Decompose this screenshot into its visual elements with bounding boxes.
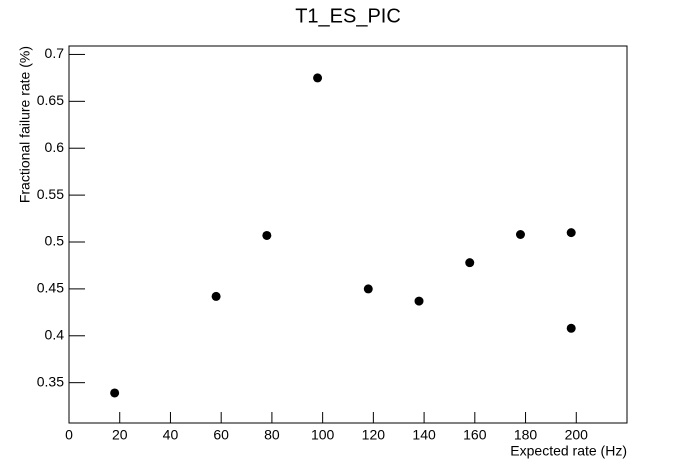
- x-tick-label: 0: [65, 427, 73, 443]
- y-tick-label: 0.55: [37, 186, 64, 202]
- point: [566, 323, 576, 333]
- point: [465, 258, 475, 268]
- x-tick-label: 200: [565, 427, 589, 443]
- y-tick-label: 0.45: [37, 280, 64, 296]
- point: [515, 230, 525, 239]
- x-tick-label: 160: [463, 427, 487, 443]
- x-tick-label: 140: [412, 427, 436, 443]
- y-tick-label: 0.6: [45, 139, 65, 155]
- point: [211, 291, 221, 301]
- x-tick-label: 180: [514, 427, 538, 443]
- y-axis-label: Fractional failure rate (%): [17, 46, 33, 203]
- point: [414, 296, 424, 306]
- plot-frame: [68, 45, 628, 424]
- x-tick-label: 40: [163, 427, 179, 443]
- y-tick-label: 0.35: [37, 373, 64, 389]
- point: [262, 230, 272, 240]
- y-tick-label: 0.4: [45, 326, 65, 342]
- point: [110, 388, 120, 398]
- x-tick-label: 80: [264, 427, 280, 443]
- point: [313, 73, 323, 83]
- x-tick-label: 120: [362, 427, 386, 443]
- x-tick-label: 60: [213, 427, 229, 443]
- y-tick-label: 0.65: [37, 92, 64, 108]
- x-tick-label: 100: [311, 427, 335, 443]
- y-tick-label: 0.7: [45, 45, 65, 61]
- x-tick-label: 20: [112, 427, 128, 443]
- y-tick-label: 0.5: [45, 233, 65, 249]
- point: [566, 228, 576, 238]
- point: [363, 284, 373, 294]
- x-axis-label: Expected rate (Hz): [510, 443, 627, 459]
- chart-title: T1_ES_PIC: [295, 5, 401, 27]
